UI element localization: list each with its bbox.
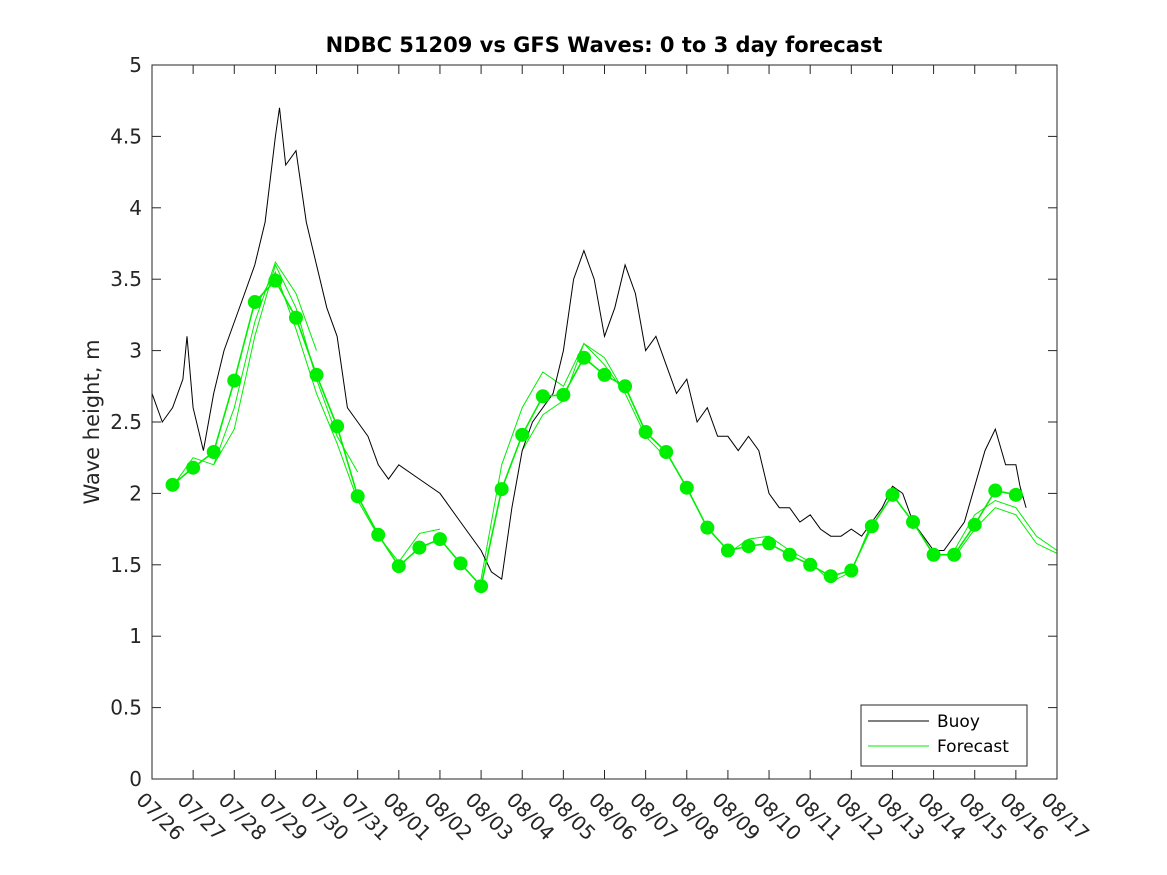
- forecast-point: [823, 569, 838, 584]
- forecast-point: [268, 273, 283, 288]
- forecast-point: [576, 350, 591, 365]
- y-tick-labels: 0 0.5 1 1.5 2 2.5 3 3.5 4 4.5 5: [110, 53, 142, 791]
- forecast-point: [844, 563, 859, 578]
- legend-label-forecast: Forecast: [937, 737, 1009, 757]
- forecast-point: [988, 483, 1003, 498]
- forecast-point: [474, 579, 489, 594]
- y-tick-label: 5: [129, 53, 142, 77]
- forecast-point: [494, 482, 509, 497]
- forecast-point: [412, 540, 427, 555]
- y-tick-label: 4: [129, 196, 142, 220]
- forecast-point: [309, 367, 324, 382]
- tick-layer: [151, 64, 1058, 780]
- forecast-ensemble-line: [480, 342, 626, 580]
- legend-box: [860, 704, 1028, 767]
- forecast-ensemble-line: [953, 507, 1058, 558]
- forecast-marker-layer: [165, 273, 1023, 594]
- forecast-point: [371, 527, 386, 542]
- forecast-point: [227, 373, 242, 388]
- forecast-point: [782, 547, 797, 562]
- forecast-point: [247, 295, 262, 310]
- forecast-point: [618, 379, 633, 394]
- forecast-point: [967, 517, 982, 532]
- y-tick-label: 1: [129, 624, 142, 648]
- forecast-point: [206, 444, 221, 459]
- forecast-point: [165, 477, 180, 492]
- forecast-point: [720, 543, 735, 558]
- y-tick-label: 2: [129, 481, 142, 505]
- forecast-point: [556, 387, 571, 402]
- y-tick-label: 2.5: [110, 410, 142, 434]
- forecast-point: [288, 310, 303, 325]
- forecast-point: [947, 547, 962, 562]
- forecast-point: [885, 487, 900, 502]
- y-tick-label: 1.5: [110, 553, 142, 577]
- forecast-point: [453, 556, 468, 571]
- legend-label-buoy: Buoy: [937, 712, 980, 732]
- y-tick-label: 3.5: [110, 267, 142, 291]
- chart-title: NDBC 51209 vs GFS Waves: 0 to 3 day fore…: [326, 33, 883, 57]
- forecast-point: [638, 424, 653, 439]
- forecast-point: [535, 389, 550, 404]
- y-tick-label: 3: [129, 339, 142, 363]
- forecast-point: [330, 419, 345, 434]
- plot-frame: [151, 64, 1058, 780]
- forecast-point: [906, 514, 921, 529]
- y-tick-label: 0.5: [110, 696, 142, 720]
- forecast-point: [926, 547, 941, 562]
- forecast-point: [186, 460, 201, 475]
- forecast-point: [679, 480, 694, 495]
- y-axis-label: Wave height, m: [80, 339, 104, 504]
- forecast-point: [762, 536, 777, 551]
- forecast-point: [432, 532, 447, 547]
- forecast-point: [864, 519, 879, 534]
- forecast-point: [803, 557, 818, 572]
- forecast-ensemble-line: [172, 260, 317, 487]
- forecast-point: [659, 444, 674, 459]
- forecast-point: [1008, 487, 1023, 502]
- legend: Buoy Forecast: [860, 704, 1028, 767]
- buoy-line: [151, 107, 1027, 580]
- forecast-point: [350, 489, 365, 504]
- plot-area: [152, 65, 1057, 779]
- forecast-point: [700, 520, 715, 535]
- forecast-point: [515, 427, 530, 442]
- y-tick-label: 0: [129, 767, 142, 791]
- forecast-point: [391, 559, 406, 574]
- forecast-point: [597, 367, 612, 382]
- y-tick-label: 4.5: [110, 124, 142, 148]
- forecast-point: [741, 539, 756, 554]
